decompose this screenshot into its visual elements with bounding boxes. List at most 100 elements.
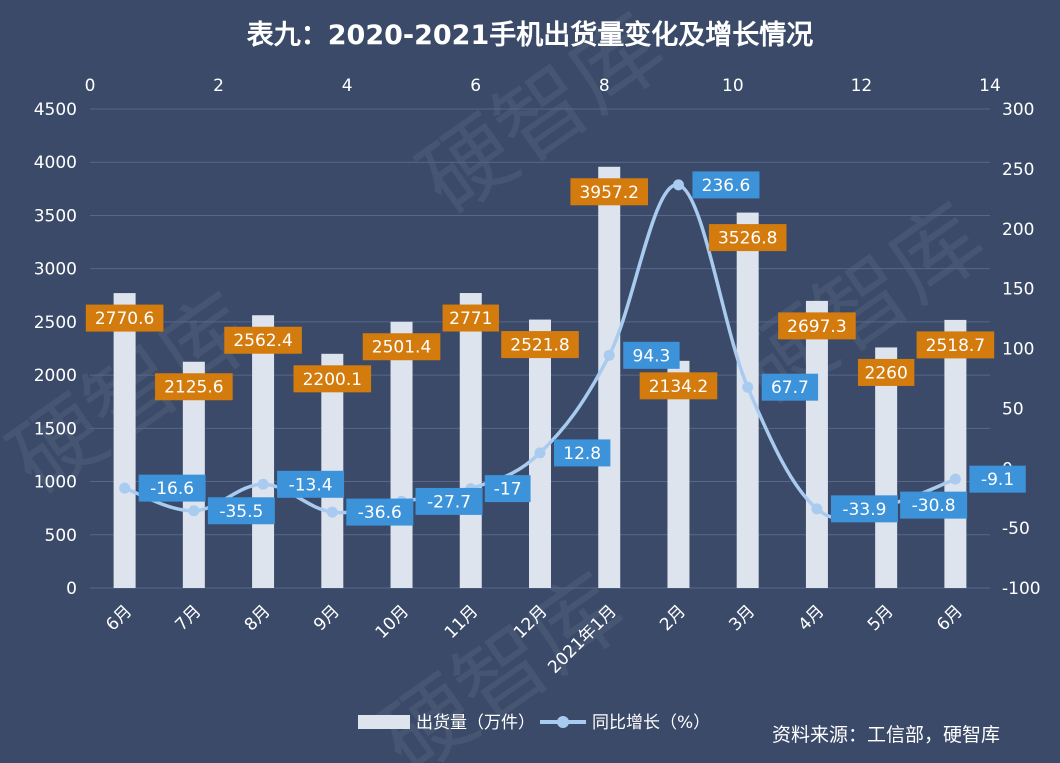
growth-point: [188, 505, 200, 517]
chart-title: 表九：2020-2021手机出货量变化及增长情况: [247, 19, 814, 51]
bar-label-text: 2518.7: [926, 336, 985, 356]
top-tick-label: 8: [599, 76, 610, 96]
left-tick-label: 500: [45, 526, 77, 546]
legend-bar-label: 出货量（万件）: [416, 713, 535, 733]
top-tick-label: 10: [722, 76, 744, 96]
line-label: -35.5: [207, 497, 275, 525]
bar-label-text: 3957.2: [579, 183, 638, 203]
left-tick-label: 4000: [34, 153, 77, 173]
right-tick-label: 300: [1002, 100, 1034, 120]
bar-label: 2521.8: [501, 331, 579, 359]
bar-label: 2260: [857, 358, 915, 386]
bar-label: 2518.7: [916, 331, 995, 359]
bar-label-text: 2260: [865, 363, 908, 383]
line-label-box: [138, 474, 206, 502]
growth-point: [326, 506, 338, 518]
line-label-box: [692, 171, 760, 199]
bar-label-box: [570, 178, 649, 206]
bar-label: 2134.2: [639, 372, 718, 400]
line-label-text: -35.5: [219, 502, 263, 522]
x-category-label: 5月: [864, 601, 898, 635]
right-tick-label: 100: [1002, 340, 1034, 360]
line-label-text: -27.7: [427, 492, 471, 512]
line-label-text: -16.6: [150, 479, 194, 499]
top-tick-label: 12: [851, 76, 873, 96]
right-tick-label: 150: [1002, 280, 1034, 300]
line-label: -27.7: [415, 487, 483, 515]
bar-label: 2562.4: [224, 326, 302, 354]
left-axis: 0 500 1000 1500 2000 2500 3000 3500 4000 4500: [34, 100, 77, 599]
right-tick-label: -100: [1002, 579, 1041, 599]
bar: [805, 300, 828, 588]
bar: [459, 293, 482, 588]
bar-label: 2125.6: [155, 373, 233, 401]
bar: [252, 315, 275, 588]
bar-label: 3526.8: [708, 224, 787, 252]
x-category-label: 6月: [102, 601, 136, 635]
bar: [944, 319, 967, 588]
line-label-text: -13.4: [289, 475, 333, 495]
left-tick-label: 2500: [34, 313, 77, 333]
right-tick-label: 250: [1002, 160, 1034, 180]
bar-label-box: [293, 365, 372, 393]
growth-point: [811, 503, 823, 515]
bar-label: 2501.4: [362, 333, 441, 361]
line-label-box: [830, 495, 898, 523]
x-category-label: 8月: [241, 601, 275, 635]
line-label-box: [761, 373, 819, 401]
line-label: -9.1: [969, 465, 1026, 493]
line-label-text: 67.7: [771, 378, 809, 398]
top-axis: 0 2 4 6 8 10 12 14: [85, 76, 1001, 96]
bar-label-text: 2200.1: [303, 370, 362, 390]
right-tick-label: 200: [1002, 220, 1034, 240]
bar-label-box: [501, 331, 579, 359]
line-label: 236.6: [692, 171, 760, 199]
top-tick-label: 0: [85, 76, 96, 96]
x-category-label: 2月: [656, 601, 690, 635]
x-category-label: 7月: [172, 601, 206, 635]
line-label-text: -9.1: [981, 470, 1014, 490]
bar: [390, 321, 413, 588]
line-label-text: -17: [494, 480, 522, 500]
left-tick-label: 1000: [34, 473, 77, 493]
line-label-box: [554, 439, 611, 467]
left-tick-label: 1500: [34, 419, 77, 439]
bar-label-box: [778, 312, 856, 340]
line-label-box: [484, 475, 531, 503]
growth-point: [949, 473, 961, 485]
line-label: -30.8: [900, 491, 968, 519]
bar-label-text: 3526.8: [718, 229, 777, 249]
legend: 出货量（万件） 同比增长（%）: [358, 713, 710, 733]
left-tick-label: 3500: [34, 206, 77, 226]
legend-bar-swatch: [358, 715, 410, 729]
legend-line-marker: [557, 716, 569, 728]
line-label-text: 12.8: [563, 444, 601, 464]
line-label: -17: [484, 475, 531, 503]
right-axis: -100-50050100150200250300: [1002, 100, 1041, 599]
line-label-text: -30.8: [912, 496, 956, 516]
right-tick-label: -50: [1002, 519, 1030, 539]
source-note: 资料来源：工信部，硬智库: [772, 724, 1000, 746]
bar-label-box: [916, 331, 995, 359]
x-category-label: 9月: [310, 601, 344, 635]
bar-label-text: 2770.6: [95, 309, 154, 329]
line-label-box: [277, 470, 345, 498]
growth-point: [742, 381, 754, 393]
growth-point: [119, 482, 131, 494]
bar-label-text: 2562.4: [233, 331, 292, 351]
top-tick-label: 6: [470, 76, 481, 96]
top-tick-label: 14: [979, 76, 1001, 96]
line-label-text: 94.3: [633, 346, 671, 366]
bar: [598, 166, 621, 588]
bar-label: 2697.3: [778, 312, 856, 340]
bar-label-text: 2134.2: [649, 377, 708, 397]
line-label-box: [346, 498, 414, 526]
bar-label-text: 2521.8: [510, 336, 569, 356]
bar-label-text: 2125.6: [164, 378, 223, 398]
line-label-text: -36.6: [358, 503, 402, 523]
bar-label: 2770.6: [85, 304, 164, 332]
top-tick-label: 2: [213, 76, 224, 96]
